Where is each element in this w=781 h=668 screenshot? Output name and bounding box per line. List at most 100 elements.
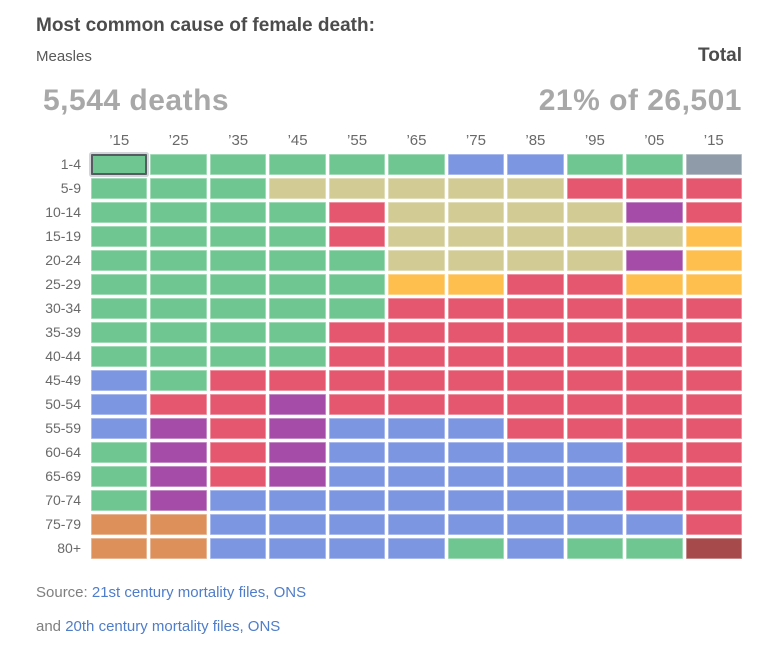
grid-cell[interactable]	[269, 202, 326, 223]
grid-cell[interactable]	[150, 514, 207, 535]
grid-cell[interactable]	[209, 346, 267, 367]
grid-cell[interactable]	[150, 274, 207, 295]
grid-cell[interactable]	[328, 250, 386, 271]
grid-cell[interactable]	[328, 514, 386, 535]
grid-cell[interactable]	[269, 538, 326, 559]
grid-cell[interactable]	[269, 226, 326, 247]
grid-cell[interactable]	[626, 418, 683, 439]
grid-cell[interactable]	[626, 226, 683, 247]
grid-cell[interactable]	[150, 418, 207, 439]
grid-cell[interactable]	[626, 346, 683, 367]
grid-cell[interactable]	[150, 346, 207, 367]
grid-cell[interactable]	[447, 250, 505, 271]
grid-cell[interactable]	[209, 250, 267, 271]
grid-cell[interactable]	[328, 154, 386, 175]
grid-cell[interactable]	[685, 226, 742, 247]
grid-cell[interactable]	[388, 394, 445, 415]
grid-cell[interactable]	[269, 490, 326, 511]
grid-cell[interactable]	[507, 298, 564, 319]
grid-cell[interactable]	[150, 466, 207, 487]
grid-cell[interactable]	[626, 154, 683, 175]
grid-cell[interactable]	[150, 298, 207, 319]
grid-cell[interactable]	[328, 274, 386, 295]
grid-cell[interactable]	[209, 394, 267, 415]
grid-cell[interactable]	[269, 346, 326, 367]
grid-cell[interactable]	[388, 178, 445, 199]
grid-cell[interactable]	[626, 202, 683, 223]
grid-cell[interactable]	[447, 394, 505, 415]
grid-cell[interactable]	[269, 274, 326, 295]
grid-cell[interactable]	[91, 442, 148, 463]
grid-cell[interactable]	[447, 514, 505, 535]
grid-cell-selected[interactable]	[91, 154, 148, 175]
grid-cell[interactable]	[150, 442, 207, 463]
grid-cell[interactable]	[388, 322, 445, 343]
grid-cell[interactable]	[447, 298, 505, 319]
grid-cell[interactable]	[626, 514, 683, 535]
grid-cell[interactable]	[269, 370, 326, 391]
grid-cell[interactable]	[685, 514, 742, 535]
grid-cell[interactable]	[507, 394, 564, 415]
grid-cell[interactable]	[150, 154, 207, 175]
grid-cell[interactable]	[388, 514, 445, 535]
grid-cell[interactable]	[328, 370, 386, 391]
grid-cell[interactable]	[269, 298, 326, 319]
grid-cell[interactable]	[566, 178, 624, 199]
grid-cell[interactable]	[626, 178, 683, 199]
grid-cell[interactable]	[626, 442, 683, 463]
grid-cell[interactable]	[626, 370, 683, 391]
grid-cell[interactable]	[685, 394, 742, 415]
grid-cell[interactable]	[685, 322, 742, 343]
grid-cell[interactable]	[507, 466, 564, 487]
grid-cell[interactable]	[507, 154, 564, 175]
grid-cell[interactable]	[447, 322, 505, 343]
source-link-21st-century[interactable]: 21st century mortality files, ONS	[91, 584, 307, 601]
grid-cell[interactable]	[209, 298, 267, 319]
grid-cell[interactable]	[209, 370, 267, 391]
grid-cell[interactable]	[566, 538, 624, 559]
grid-cell[interactable]	[685, 202, 742, 223]
grid-cell[interactable]	[447, 226, 505, 247]
grid-cell[interactable]	[209, 442, 267, 463]
grid-cell[interactable]	[447, 178, 505, 199]
grid-cell[interactable]	[388, 154, 445, 175]
grid-cell[interactable]	[685, 346, 742, 367]
grid-cell[interactable]	[566, 202, 624, 223]
grid-cell[interactable]	[91, 370, 148, 391]
grid-cell[interactable]	[150, 250, 207, 271]
grid-cell[interactable]	[507, 322, 564, 343]
grid-cell[interactable]	[150, 202, 207, 223]
grid-cell[interactable]	[328, 466, 386, 487]
grid-cell[interactable]	[566, 346, 624, 367]
grid-cell[interactable]	[328, 490, 386, 511]
grid-cell[interactable]	[209, 226, 267, 247]
grid-cell[interactable]	[685, 418, 742, 439]
grid-cell[interactable]	[328, 538, 386, 559]
grid-cell[interactable]	[91, 394, 148, 415]
grid-cell[interactable]	[91, 538, 148, 559]
grid-cell[interactable]	[388, 274, 445, 295]
grid-cell[interactable]	[388, 370, 445, 391]
grid-cell[interactable]	[269, 394, 326, 415]
grid-cell[interactable]	[209, 202, 267, 223]
grid-cell[interactable]	[507, 442, 564, 463]
grid-cell[interactable]	[328, 346, 386, 367]
grid-cell[interactable]	[507, 514, 564, 535]
source-link-20th-century[interactable]: 20th century mortality files, ONS	[65, 618, 281, 635]
grid-cell[interactable]	[91, 490, 148, 511]
grid-cell[interactable]	[685, 274, 742, 295]
grid-cell[interactable]	[626, 394, 683, 415]
grid-cell[interactable]	[91, 418, 148, 439]
grid-cell[interactable]	[626, 538, 683, 559]
grid-cell[interactable]	[269, 418, 326, 439]
grid-cell[interactable]	[685, 490, 742, 511]
grid-cell[interactable]	[388, 346, 445, 367]
grid-cell[interactable]	[150, 394, 207, 415]
grid-cell[interactable]	[388, 466, 445, 487]
grid-cell[interactable]	[447, 538, 505, 559]
grid-cell[interactable]	[507, 202, 564, 223]
grid-cell[interactable]	[566, 250, 624, 271]
grid-cell[interactable]	[447, 442, 505, 463]
grid-cell[interactable]	[209, 322, 267, 343]
grid-cell[interactable]	[209, 514, 267, 535]
